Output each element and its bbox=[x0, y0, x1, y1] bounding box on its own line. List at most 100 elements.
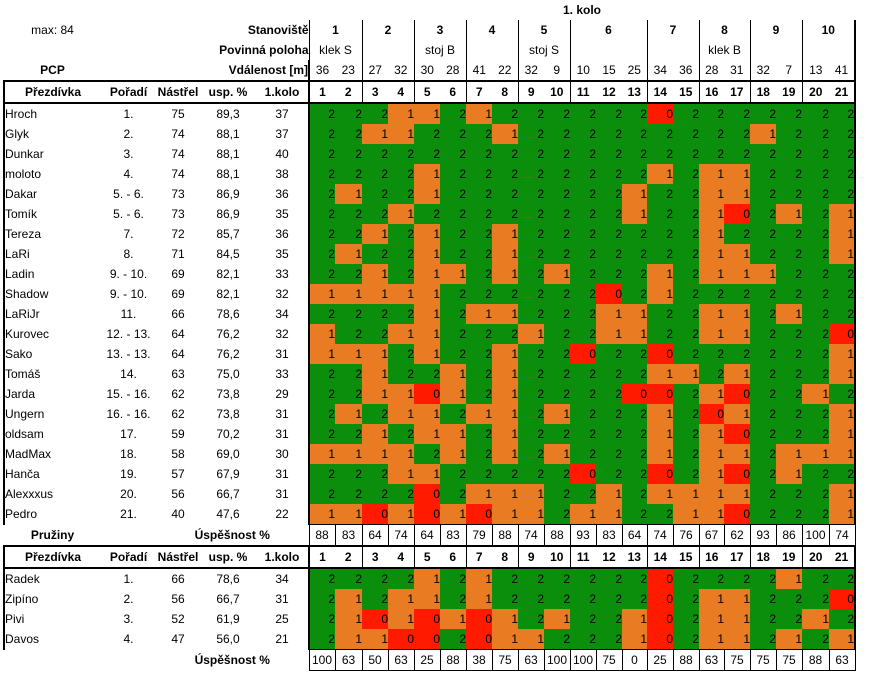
distance: 34 bbox=[646, 60, 673, 81]
score-cell: 1 bbox=[492, 124, 518, 144]
score-cell: 2 bbox=[466, 224, 492, 244]
score-cell: 1 bbox=[362, 364, 388, 384]
score-cell: 2 bbox=[699, 103, 724, 124]
score-cell: 1 bbox=[724, 589, 750, 609]
score-cell: 2 bbox=[308, 264, 335, 284]
target-number-header: 6 bbox=[440, 80, 466, 104]
name-header: Přezdívka bbox=[3, 80, 101, 104]
player-shots: 58 bbox=[171, 447, 185, 461]
score-cell: 2 bbox=[440, 629, 466, 650]
score-cell: 2 bbox=[544, 164, 570, 184]
score-cell: 2 bbox=[647, 504, 673, 525]
score-cell: 2 bbox=[335, 164, 362, 184]
player-row: oldsam 17. 59 70,2 31 2 2 1 2 1 1 2 1 2 2 2 2 2 1 2 1 0 2 2 2 1 bbox=[3, 424, 856, 444]
score-cell: 2 bbox=[750, 444, 776, 464]
score-cell: 2 bbox=[776, 224, 802, 244]
score-cell: 1 bbox=[622, 324, 647, 344]
success-value: 86 bbox=[775, 524, 803, 547]
score-cell: 2 bbox=[750, 464, 776, 484]
score-cell: 2 bbox=[829, 124, 856, 144]
score-cell: 0 bbox=[724, 384, 750, 404]
score-cell: 2 bbox=[570, 589, 596, 609]
score-cell: 1 bbox=[802, 609, 829, 629]
score-cell: 2 bbox=[518, 124, 544, 144]
score-cell: 2 bbox=[596, 384, 622, 404]
score-cell: 1 bbox=[414, 424, 440, 444]
score-cell: 2 bbox=[492, 589, 518, 609]
score-cell: 2 bbox=[440, 144, 466, 164]
score-cell: 2 bbox=[335, 464, 362, 484]
score-cell: 1 bbox=[750, 264, 776, 284]
target-number-header: 16 bbox=[698, 80, 724, 104]
score-cell: 2 bbox=[440, 124, 466, 144]
distance: 36 bbox=[308, 60, 335, 81]
success-value: 100 bbox=[308, 649, 336, 671]
player-shots: 74 bbox=[171, 167, 185, 181]
score-cell: 1 bbox=[414, 244, 440, 264]
score-cell: 1 bbox=[466, 404, 492, 424]
score-cell: 2 bbox=[440, 324, 466, 344]
score-cell: 2 bbox=[570, 609, 596, 629]
score-cell: 2 bbox=[518, 404, 544, 424]
score-cell: 2 bbox=[596, 264, 622, 284]
score-cell: 2 bbox=[750, 184, 776, 204]
score-cell: 2 bbox=[622, 364, 647, 384]
player-name: Tereza bbox=[3, 224, 101, 244]
score-cell: 1 bbox=[466, 568, 492, 589]
player-shots: 63 bbox=[171, 367, 185, 381]
score-cell: 2 bbox=[750, 304, 776, 324]
rank-header: Pořadí bbox=[101, 80, 156, 104]
success-value: 83 bbox=[334, 524, 363, 547]
target-number-header: 13 bbox=[622, 80, 647, 104]
player-round-total: 30 bbox=[275, 447, 289, 461]
score-cell: 1 bbox=[414, 304, 440, 324]
score-cell: 2 bbox=[518, 364, 544, 384]
player-rank: 19. bbox=[120, 467, 137, 481]
score-cell: 2 bbox=[724, 103, 750, 124]
score-cell: 1 bbox=[829, 224, 856, 244]
score-cell: 2 bbox=[622, 444, 647, 464]
player-row: Zipíno 2. 56 66,7 31 2 1 2 1 1 2 1 2 2 2 2 2 2 0 2 1 1 2 2 2 0 bbox=[3, 589, 856, 609]
score-cell: 1 bbox=[388, 444, 414, 464]
score-cell: 1 bbox=[699, 224, 724, 244]
pct-header: usp. % bbox=[200, 80, 256, 104]
target-number-header: 20 bbox=[801, 545, 829, 569]
score-cell: 0 bbox=[647, 384, 673, 404]
target-number-header: 19 bbox=[776, 80, 802, 104]
score-cell: 1 bbox=[699, 589, 724, 609]
player-rank: 18. bbox=[120, 447, 137, 461]
player-shots: 62 bbox=[171, 407, 185, 421]
score-cell: 2 bbox=[673, 324, 699, 344]
success-value: 75 bbox=[595, 649, 623, 671]
score-cell: 2 bbox=[492, 184, 518, 204]
score-cell: 1 bbox=[829, 204, 856, 224]
score-cell: 2 bbox=[440, 103, 466, 124]
score-cell: 2 bbox=[335, 144, 362, 164]
score-cell: 2 bbox=[388, 364, 414, 384]
player-round-total: 37 bbox=[275, 127, 289, 141]
player-pct: 70,2 bbox=[216, 427, 240, 441]
distance: 13 bbox=[801, 60, 829, 81]
score-cell: 2 bbox=[673, 224, 699, 244]
score-cell: 2 bbox=[362, 404, 388, 424]
target-number-header: 18 bbox=[749, 80, 776, 104]
results-table: 1. kolo max: 84 Stanoviště 1 2 3 4 5 6 7 8 9 10 Povin… bbox=[3, 0, 856, 671]
target-number-header: 3 bbox=[361, 80, 388, 104]
score-cell: 0 bbox=[414, 609, 440, 629]
score-cell: 2 bbox=[492, 568, 518, 589]
station-position: stoj S bbox=[517, 40, 570, 60]
distance: 28 bbox=[446, 63, 460, 77]
score-cell: 2 bbox=[673, 424, 699, 444]
score-cell: 2 bbox=[518, 204, 544, 224]
score-cell: 2 bbox=[570, 568, 596, 589]
score-cell: 2 bbox=[802, 264, 829, 284]
player-rank: 5. - 6. bbox=[113, 187, 144, 201]
score-cell: 1 bbox=[492, 484, 518, 504]
round-header: 1.kolo bbox=[256, 545, 309, 569]
score-cell: 2 bbox=[622, 568, 647, 589]
max-label: max: 84 bbox=[31, 23, 74, 37]
player-name: Glyk bbox=[3, 124, 101, 144]
score-cell: 1 bbox=[647, 404, 673, 424]
score-cell: 2 bbox=[622, 124, 647, 144]
score-cell: 2 bbox=[647, 224, 673, 244]
